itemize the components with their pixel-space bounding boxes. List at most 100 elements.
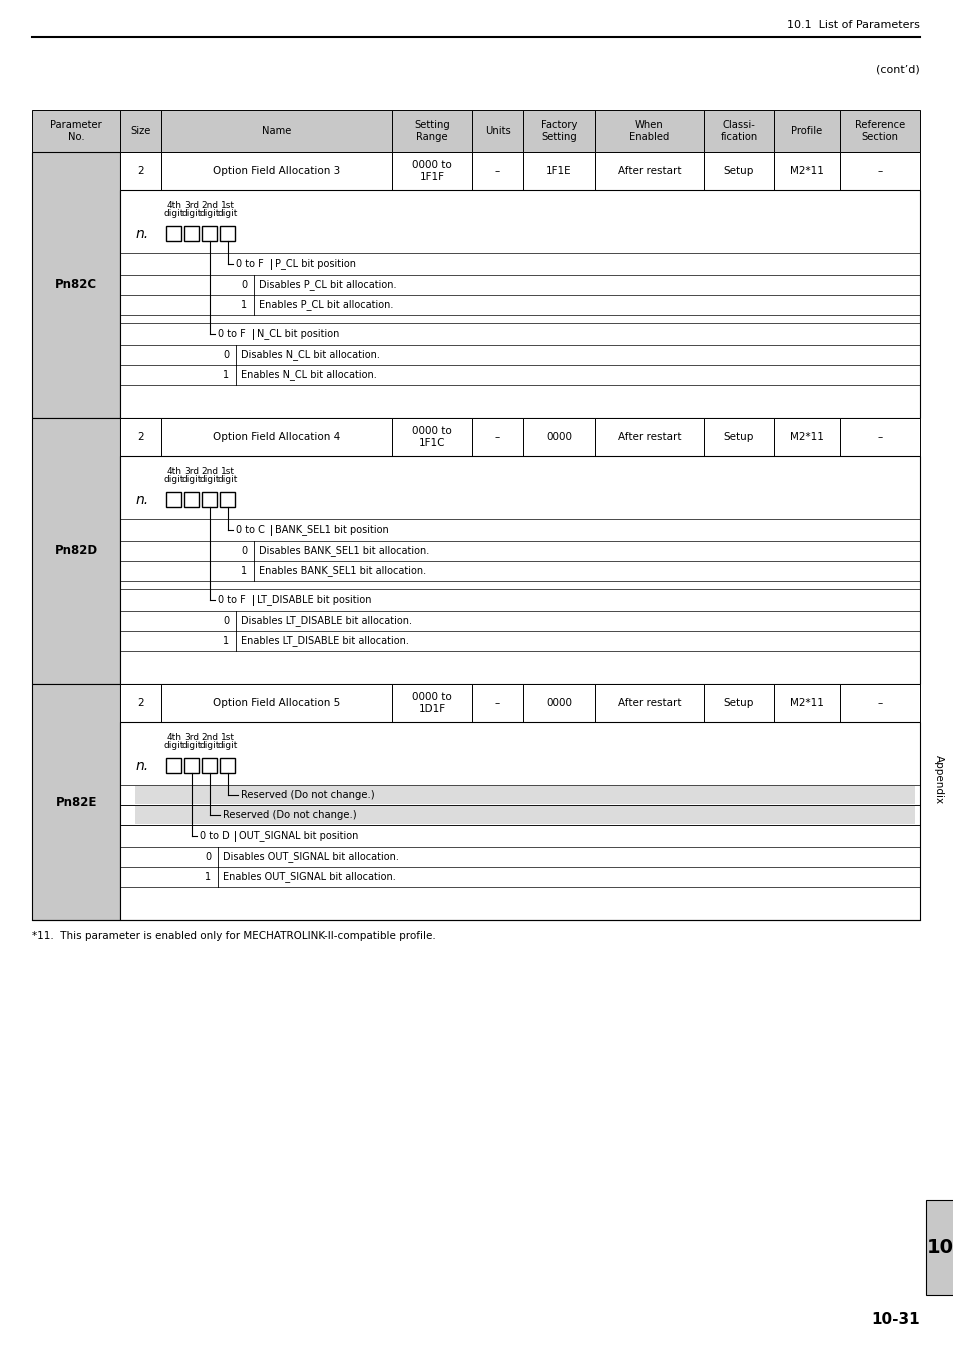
Bar xyxy=(522,153,595,190)
Text: BANK_SEL1 bit position: BANK_SEL1 bit position xyxy=(274,525,389,536)
Bar xyxy=(32,153,120,418)
Bar xyxy=(522,109,595,153)
Text: digit: digit xyxy=(182,475,202,485)
Text: –: – xyxy=(876,432,882,441)
Text: 0 to D: 0 to D xyxy=(200,832,230,841)
Text: 0 to C: 0 to C xyxy=(235,525,265,535)
Text: 3rd: 3rd xyxy=(184,201,199,209)
Text: Disables BANK_SEL1 bit allocation.: Disables BANK_SEL1 bit allocation. xyxy=(258,545,429,556)
Bar xyxy=(774,418,839,456)
Bar xyxy=(120,190,919,418)
Text: 4th: 4th xyxy=(167,201,181,209)
Text: 4th: 4th xyxy=(167,733,181,741)
Text: Reference
Section: Reference Section xyxy=(854,120,904,142)
Bar xyxy=(522,684,595,722)
Text: 10: 10 xyxy=(925,1238,952,1257)
Bar xyxy=(839,153,919,190)
Bar xyxy=(32,109,120,153)
Text: 3rd: 3rd xyxy=(184,733,199,741)
Text: Disables OUT_SIGNAL bit allocation.: Disables OUT_SIGNAL bit allocation. xyxy=(223,852,398,863)
Bar xyxy=(167,757,181,774)
Bar xyxy=(703,109,774,153)
Text: Reserved (Do not change.): Reserved (Do not change.) xyxy=(241,790,375,801)
Text: –: – xyxy=(495,698,499,707)
Text: Disables N_CL bit allocation.: Disables N_CL bit allocation. xyxy=(241,350,379,360)
Bar xyxy=(392,684,472,722)
Text: Units: Units xyxy=(484,126,510,136)
Bar xyxy=(392,153,472,190)
Bar xyxy=(839,109,919,153)
Text: digit: digit xyxy=(217,475,238,485)
Text: digit: digit xyxy=(164,741,184,751)
Text: 2nd: 2nd xyxy=(201,201,218,209)
Text: digit: digit xyxy=(199,475,220,485)
Text: Parameter
No.: Parameter No. xyxy=(51,120,102,142)
Text: 1: 1 xyxy=(223,636,229,647)
Bar xyxy=(774,153,839,190)
Text: Disables P_CL bit allocation.: Disables P_CL bit allocation. xyxy=(258,279,396,290)
Bar xyxy=(472,153,522,190)
Bar xyxy=(220,225,235,242)
Bar xyxy=(160,684,392,722)
Bar xyxy=(32,684,120,919)
Bar xyxy=(160,153,392,190)
Bar xyxy=(472,418,522,456)
Text: digit: digit xyxy=(164,209,184,219)
Text: 2nd: 2nd xyxy=(201,467,218,475)
Bar xyxy=(160,418,392,456)
Bar xyxy=(472,109,522,153)
Text: M2*11: M2*11 xyxy=(789,432,823,441)
Text: Setting
Range: Setting Range xyxy=(414,120,450,142)
Text: M2*11: M2*11 xyxy=(789,698,823,707)
Text: n.: n. xyxy=(135,759,149,772)
Bar xyxy=(220,757,235,774)
Text: 0 to F: 0 to F xyxy=(218,329,246,339)
Bar xyxy=(135,786,914,805)
Text: Factory
Setting: Factory Setting xyxy=(540,120,577,142)
Bar xyxy=(392,109,472,153)
Text: 0: 0 xyxy=(205,852,211,863)
Bar xyxy=(120,109,160,153)
Text: Size: Size xyxy=(131,126,151,136)
Text: 10-31: 10-31 xyxy=(870,1312,919,1327)
Text: 0: 0 xyxy=(241,279,247,290)
Text: n.: n. xyxy=(135,493,149,506)
Text: 2: 2 xyxy=(137,432,144,441)
Text: Pn82C: Pn82C xyxy=(55,278,97,292)
Text: 0: 0 xyxy=(223,616,229,626)
Text: Option Field Allocation 5: Option Field Allocation 5 xyxy=(213,698,339,707)
Text: Enables LT_DISABLE bit allocation.: Enables LT_DISABLE bit allocation. xyxy=(241,636,409,647)
Bar xyxy=(160,109,392,153)
Bar xyxy=(595,109,703,153)
Bar xyxy=(925,1200,953,1295)
Text: Disables LT_DISABLE bit allocation.: Disables LT_DISABLE bit allocation. xyxy=(241,616,412,626)
Text: 1st: 1st xyxy=(221,733,234,741)
Bar xyxy=(32,418,120,684)
Text: Pn82D: Pn82D xyxy=(54,544,98,558)
Bar xyxy=(120,684,160,722)
Text: When
Enabled: When Enabled xyxy=(629,120,669,142)
Text: Enables BANK_SEL1 bit allocation.: Enables BANK_SEL1 bit allocation. xyxy=(258,566,426,576)
Bar xyxy=(202,225,217,242)
Bar xyxy=(703,684,774,722)
Text: 0000: 0000 xyxy=(545,432,572,441)
Text: Pn82E: Pn82E xyxy=(55,795,97,809)
Text: digit: digit xyxy=(199,209,220,219)
Text: After restart: After restart xyxy=(618,432,680,441)
Text: digit: digit xyxy=(182,209,202,219)
Bar xyxy=(839,418,919,456)
Text: Enables OUT_SIGNAL bit allocation.: Enables OUT_SIGNAL bit allocation. xyxy=(223,872,395,883)
Bar xyxy=(703,153,774,190)
Text: Appendix: Appendix xyxy=(933,756,943,805)
Text: –: – xyxy=(495,432,499,441)
Text: After restart: After restart xyxy=(618,698,680,707)
Bar xyxy=(392,418,472,456)
Bar xyxy=(202,757,217,774)
Bar xyxy=(135,806,914,824)
Text: 1: 1 xyxy=(205,872,211,882)
Text: 4th: 4th xyxy=(167,467,181,475)
Text: –: – xyxy=(876,698,882,707)
Text: 1F1E: 1F1E xyxy=(545,166,571,176)
Text: 10.1  List of Parameters: 10.1 List of Parameters xyxy=(786,20,919,30)
Text: Reserved (Do not change.): Reserved (Do not change.) xyxy=(223,810,356,819)
